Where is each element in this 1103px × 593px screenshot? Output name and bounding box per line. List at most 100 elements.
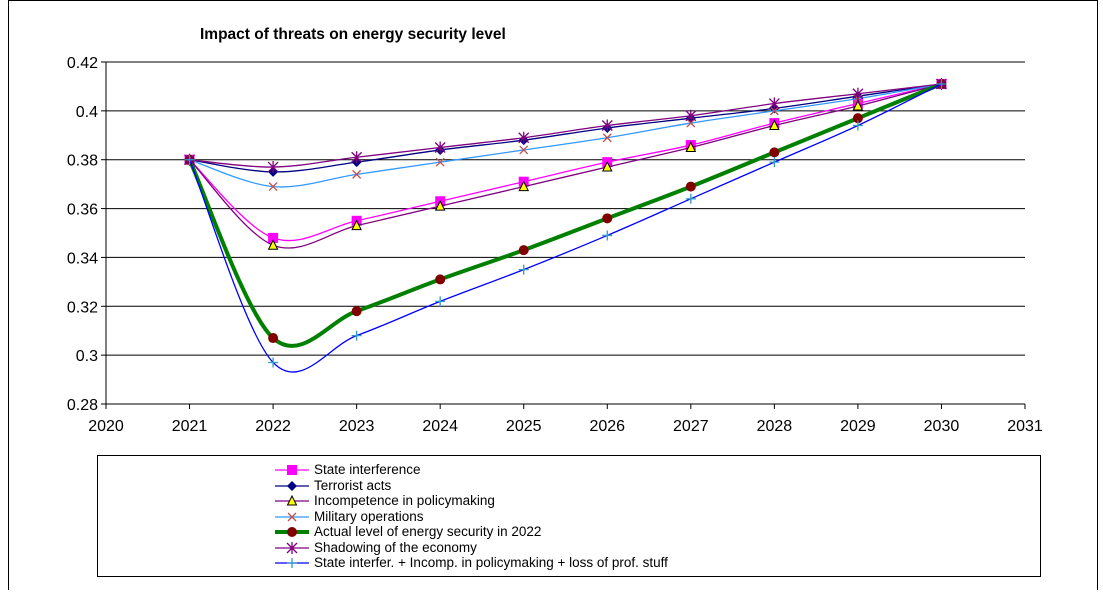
legend-swatch-marker (286, 494, 298, 506)
legend: State interference Terrorist acts Incompet… (97, 455, 1041, 577)
y-tick-labels: 0.28 0.3 0.32 0.34 0.36 0.38 0.4 0.42 (67, 55, 98, 414)
data-point (434, 200, 446, 211)
series-line (189, 83, 942, 249)
legend-item: Shadowing of the economy (274, 540, 477, 556)
data-point (434, 141, 446, 154)
legend-item: State interfer. + Incomp. in policymakin… (274, 555, 668, 571)
x-tick-label: 2029 (840, 418, 876, 435)
legend-swatch-marker (287, 527, 297, 537)
series-line (188, 83, 942, 373)
x-tick-label: 2025 (506, 418, 542, 435)
data-point (685, 141, 697, 152)
y-tick-label: 0.4 (76, 104, 98, 121)
data-point (852, 99, 864, 111)
legend-swatch-marker (287, 558, 297, 568)
y-tick-label: 0.36 (67, 202, 98, 219)
legend-swatch (275, 494, 309, 506)
series-line (189, 83, 942, 188)
x-tick-label: 2021 (172, 418, 208, 435)
data-point (686, 118, 696, 128)
series-2 (184, 77, 947, 250)
legend-item: Incompetence in policymaking (274, 493, 495, 509)
line-chart: Impact of threats on energy security lev… (67, 26, 1043, 435)
legend-swatch (275, 558, 309, 568)
y-tick-label: 0.3 (76, 348, 98, 365)
grid-lines (106, 61, 1025, 356)
legend-label: State interfer. + Incomp. in policymakin… (314, 555, 668, 570)
series-line (189, 83, 942, 168)
data-point (268, 182, 278, 192)
series-0 (184, 78, 947, 243)
data-point (685, 193, 696, 204)
legend-swatch-marker (286, 541, 298, 554)
data-point (351, 219, 362, 231)
data-point (602, 133, 612, 143)
data-point (769, 119, 780, 131)
y-tick-label: 0.38 (67, 153, 98, 170)
data-point (852, 120, 863, 131)
legend-swatch (275, 541, 309, 554)
data-point (518, 180, 530, 192)
y-tick-label: 0.42 (67, 55, 98, 72)
x-tick-label: 2020 (88, 418, 124, 435)
data-point (351, 151, 363, 164)
legend-swatch (275, 527, 309, 537)
data-point (602, 230, 613, 241)
data-point (769, 157, 780, 168)
data-point (267, 161, 279, 174)
data-point (601, 119, 613, 132)
legend-item: Terrorist acts (274, 478, 391, 494)
x-tick-label: 2024 (422, 418, 458, 435)
x-tick-label: 2028 (757, 418, 793, 435)
data-point (435, 274, 446, 285)
data-point (268, 333, 279, 344)
x-tick-label: 2022 (255, 418, 291, 435)
data-point (852, 113, 863, 124)
data-point (268, 357, 279, 368)
data-point (769, 106, 779, 116)
chart-title: Impact of threats on energy security lev… (200, 26, 506, 43)
data-point (852, 87, 864, 100)
data-point (518, 264, 529, 275)
series-group (184, 77, 947, 373)
data-point (351, 306, 362, 317)
legend-label: Terrorist acts (314, 477, 392, 493)
legend-swatch-marker (287, 512, 297, 521)
y-tick-label: 0.28 (67, 397, 98, 414)
chart-frame (8, 0, 1098, 590)
y-tick-label: 0.34 (67, 250, 98, 267)
data-point (184, 154, 195, 165)
legend-label: Military operations (314, 508, 424, 524)
legend-label: Shadowing of the economy (314, 539, 477, 555)
legend-item: Actual level of energy security in 2022 (274, 524, 541, 540)
axes (101, 61, 1026, 409)
data-point (518, 131, 530, 144)
x-tick-label: 2023 (339, 418, 375, 435)
data-point (685, 181, 696, 192)
legend-swatch-marker (287, 480, 297, 491)
legend-swatch (275, 465, 309, 475)
series-line (189, 83, 942, 173)
y-tick-label: 0.32 (67, 299, 98, 316)
legend-swatch-marker (287, 465, 297, 475)
data-point (519, 145, 529, 155)
data-point (601, 160, 613, 172)
data-point (435, 157, 445, 167)
data-point (685, 109, 697, 122)
legend-swatch (275, 512, 309, 521)
series-line (187, 82, 943, 348)
legend-label: State interference (314, 462, 421, 477)
data-point (435, 296, 446, 307)
legend-label: Incompetence in policymaking (314, 493, 495, 508)
data-point (936, 78, 947, 89)
x-tick-label: 2030 (924, 418, 960, 435)
data-point (352, 169, 362, 179)
legend-swatch (275, 480, 309, 491)
series-5 (184, 77, 947, 174)
data-point (768, 97, 780, 110)
legend-item: Military operations (274, 509, 424, 525)
data-point (769, 147, 780, 158)
data-point (267, 239, 279, 250)
x-tick-labels: 2020 2021 2022 2023 2024 2025 2026 2027 2028 2029… (88, 418, 1043, 435)
legend-item: State interference (274, 462, 421, 478)
